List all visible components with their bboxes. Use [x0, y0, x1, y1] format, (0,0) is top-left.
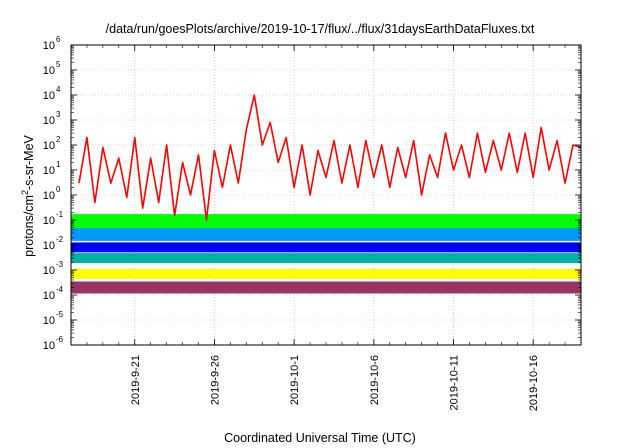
- y-tick-label: 10: [43, 140, 55, 152]
- y-tick-label-exponent: 5: [56, 60, 61, 69]
- y-tick-label: 10: [43, 65, 55, 77]
- y-tick-label: 10: [43, 190, 55, 202]
- y-tick-label: 10: [43, 40, 55, 52]
- y-tick-label-exponent: -2: [56, 235, 64, 244]
- y-tick-label-exponent: -4: [56, 285, 64, 294]
- y-tick-label-exponent: -3: [56, 260, 64, 269]
- series-line-red: [78, 94, 581, 221]
- y-tick-label: 10: [43, 115, 55, 127]
- y-tick-label-exponent: -6: [56, 335, 64, 344]
- y-tick-label: 10: [43, 340, 55, 352]
- y-tick-label: 10: [43, 265, 55, 277]
- y-tick-label-exponent: 0: [56, 185, 61, 194]
- y-tick-label-exponent: 4: [56, 85, 61, 94]
- x-tick-label: 2019-10-6: [369, 355, 381, 405]
- y-tick-label-exponent: -1: [56, 210, 64, 219]
- x-tick-label: 2019-10-1: [289, 355, 301, 405]
- y-tick-label: 10: [43, 290, 55, 302]
- chart-title: /data/run/goesPlots/archive/2019-10-17/f…: [105, 22, 535, 36]
- y-tick-label-exponent: -5: [56, 310, 64, 319]
- plot-frame: [70, 44, 582, 346]
- y-tick-label-exponent: 1: [56, 160, 61, 169]
- y-tick-label: 10: [43, 90, 55, 102]
- y-tick-label: 10: [43, 165, 55, 177]
- x-tick-label: 2019-10-11: [449, 355, 461, 410]
- x-axis-label: Coordinated Universal Time (UTC): [224, 431, 416, 445]
- x-tick-label: 2019-9-21: [130, 355, 142, 405]
- x-tick-label: 2019-9-26: [209, 355, 221, 405]
- y-tick-label: 10: [43, 315, 55, 327]
- y-tick-label-exponent: 2: [56, 135, 61, 144]
- y-tick-label-exponent: 6: [56, 35, 61, 44]
- y-tick-label: 10: [43, 215, 55, 227]
- y-tick-label-exponent: 3: [56, 110, 61, 119]
- x-tick-label: 2019-10-16: [528, 355, 540, 411]
- y-tick-label: 10: [43, 240, 55, 252]
